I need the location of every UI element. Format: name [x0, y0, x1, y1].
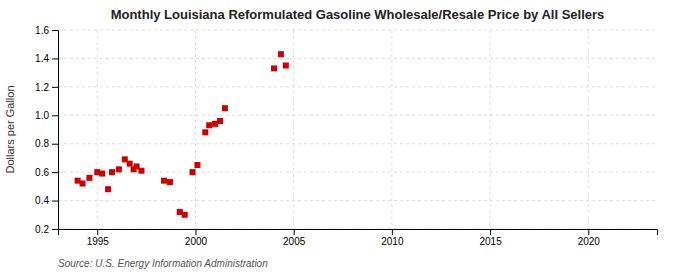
tick: 2010: [381, 229, 404, 247]
point: [278, 51, 284, 57]
tick-label: 0.6: [35, 167, 49, 178]
tick-label: 2000: [185, 236, 208, 247]
grid-line: [58, 115, 657, 116]
tick-label: 1.4: [35, 53, 49, 64]
tick: 2000: [185, 229, 208, 247]
chart: 1995 2000 2005 2010 2015 2020 0.2 0.4 0.6 0.8 1.0 1…: [0, 0, 675, 275]
tick-mark: [294, 229, 295, 235]
grid-line: [58, 172, 657, 173]
tick-label: 1.0: [35, 110, 49, 121]
tick: 1.2: [35, 82, 58, 93]
grid-line: [588, 30, 589, 229]
tick: 2020: [578, 229, 601, 247]
tick-label: 1995: [87, 236, 110, 247]
tick-mark: [392, 229, 393, 235]
grid-line: [58, 143, 657, 144]
tick-label: 2015: [479, 236, 502, 247]
tick-label: 1.6: [35, 25, 49, 36]
grid-line: [58, 200, 657, 201]
axis-line: [59, 230, 658, 236]
grid-line: [58, 86, 657, 87]
point: [116, 166, 122, 172]
title: Monthly Louisiana Reformulated Gasoline …: [111, 7, 605, 22]
tick-label: 0.2: [35, 224, 49, 235]
tick: 1.0: [35, 110, 58, 121]
tick-label: 1.2: [35, 82, 49, 93]
point: [206, 122, 212, 128]
points: [75, 51, 289, 218]
tick-label: 0.4: [35, 195, 49, 206]
grid: [58, 30, 657, 229]
tick-mark: [52, 87, 58, 88]
tick: 1995: [87, 229, 110, 247]
grid-line: [97, 30, 98, 229]
point: [271, 65, 277, 71]
tick-mark: [52, 30, 58, 31]
point: [99, 171, 105, 177]
point: [217, 118, 223, 124]
tick: 0.6: [35, 167, 58, 178]
tick-mark: [52, 144, 58, 145]
tick: 0.8: [35, 138, 58, 149]
tick-mark: [52, 58, 58, 59]
tick-label: 2010: [381, 236, 404, 247]
point: [283, 63, 289, 69]
y-axis: 0.2 0.4 0.6 0.8 1.0 1.2 1.4 1.6: [35, 25, 58, 235]
point: [86, 175, 92, 181]
tick-mark: [52, 229, 58, 230]
tick: 1.4: [35, 53, 58, 64]
tick-label: 2005: [283, 236, 306, 247]
point: [138, 168, 144, 174]
grid-line: [58, 58, 657, 59]
tick-label: 2020: [578, 236, 601, 247]
tick-mark: [52, 201, 58, 202]
tick: 2015: [479, 229, 502, 247]
annotation: Source: U.S. Energy Information Administ…: [58, 258, 268, 269]
point: [194, 162, 200, 168]
tick-label: 0.8: [35, 138, 49, 149]
tick-mark: [490, 229, 491, 235]
point: [80, 181, 86, 187]
point: [127, 161, 133, 167]
y-axis-title: Dollars per Gallon: [4, 85, 16, 173]
point: [167, 179, 173, 185]
point: [222, 105, 228, 111]
tick-mark: [195, 229, 196, 235]
tick-mark: [52, 172, 58, 173]
point: [161, 178, 167, 184]
point: [202, 129, 208, 135]
grid-line: [195, 30, 196, 229]
tick: 1.6: [35, 25, 58, 36]
tick: 2005: [283, 229, 306, 247]
tick-mark: [52, 115, 58, 116]
grid-line: [490, 30, 491, 229]
point: [105, 186, 111, 192]
tick-mark: [97, 229, 98, 235]
plot-area: 1995 2000 2005 2010 2015 2020 0.2 0.4 0.6 0.8 1.0 1…: [35, 25, 657, 247]
grid-line: [58, 30, 657, 31]
point: [190, 169, 196, 175]
grid-line: [293, 30, 294, 229]
tick-mark: [588, 229, 589, 235]
grid-line: [391, 30, 392, 229]
tick: 0.4: [35, 195, 58, 206]
axis-line: [52, 31, 59, 230]
x-axis: 1995 2000 2005 2010 2015 2020: [59, 229, 658, 247]
point: [109, 169, 115, 175]
point: [182, 212, 188, 218]
tick: 0.2: [35, 224, 58, 235]
